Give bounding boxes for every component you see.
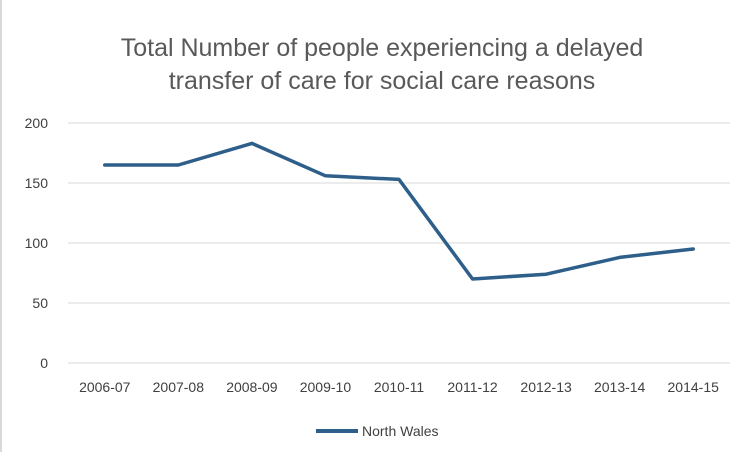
data-point <box>250 141 254 145</box>
data-point <box>691 247 695 251</box>
y-tick-label: 200 <box>25 115 49 131</box>
chart-title-line-1: Total Number of people experiencing a de… <box>121 34 644 62</box>
data-point <box>397 177 401 181</box>
x-tick-label: 2009-10 <box>300 379 352 395</box>
data-point <box>103 163 107 167</box>
x-tick-label: 2006-07 <box>79 379 131 395</box>
data-point <box>618 255 622 259</box>
x-tick-label: 2007-08 <box>153 379 205 395</box>
x-tick-label: 2011-12 <box>447 379 498 395</box>
x-tick-label: 2008-09 <box>226 379 278 395</box>
x-tick-label: 2012-13 <box>520 379 572 395</box>
x-tick-label: 2010-11 <box>374 379 425 395</box>
series-line-north-wales <box>103 141 695 281</box>
chart-title-line-2: transfer of care for social care reasons <box>169 67 596 95</box>
y-axis-ticks: 0 50 100 150 200 <box>25 115 49 371</box>
x-tick-label: 2013-14 <box>594 379 646 395</box>
x-tick-label: 2014-15 <box>668 379 720 395</box>
data-point <box>544 272 548 276</box>
data-point <box>323 174 327 178</box>
y-tick-label: 0 <box>40 355 48 371</box>
data-point <box>176 163 180 167</box>
gridlines <box>68 122 730 364</box>
y-tick-label: 50 <box>32 295 48 311</box>
data-point <box>471 277 475 281</box>
x-axis-ticks: 2006-07 2007-08 2008-09 2009-10 2010-11 2011-… <box>79 379 719 395</box>
legend: North Wales <box>316 423 439 439</box>
y-tick-label: 150 <box>25 175 49 191</box>
y-tick-label: 100 <box>25 235 49 251</box>
legend-label-north-wales: North Wales <box>362 423 439 439</box>
series-layer <box>103 141 695 281</box>
